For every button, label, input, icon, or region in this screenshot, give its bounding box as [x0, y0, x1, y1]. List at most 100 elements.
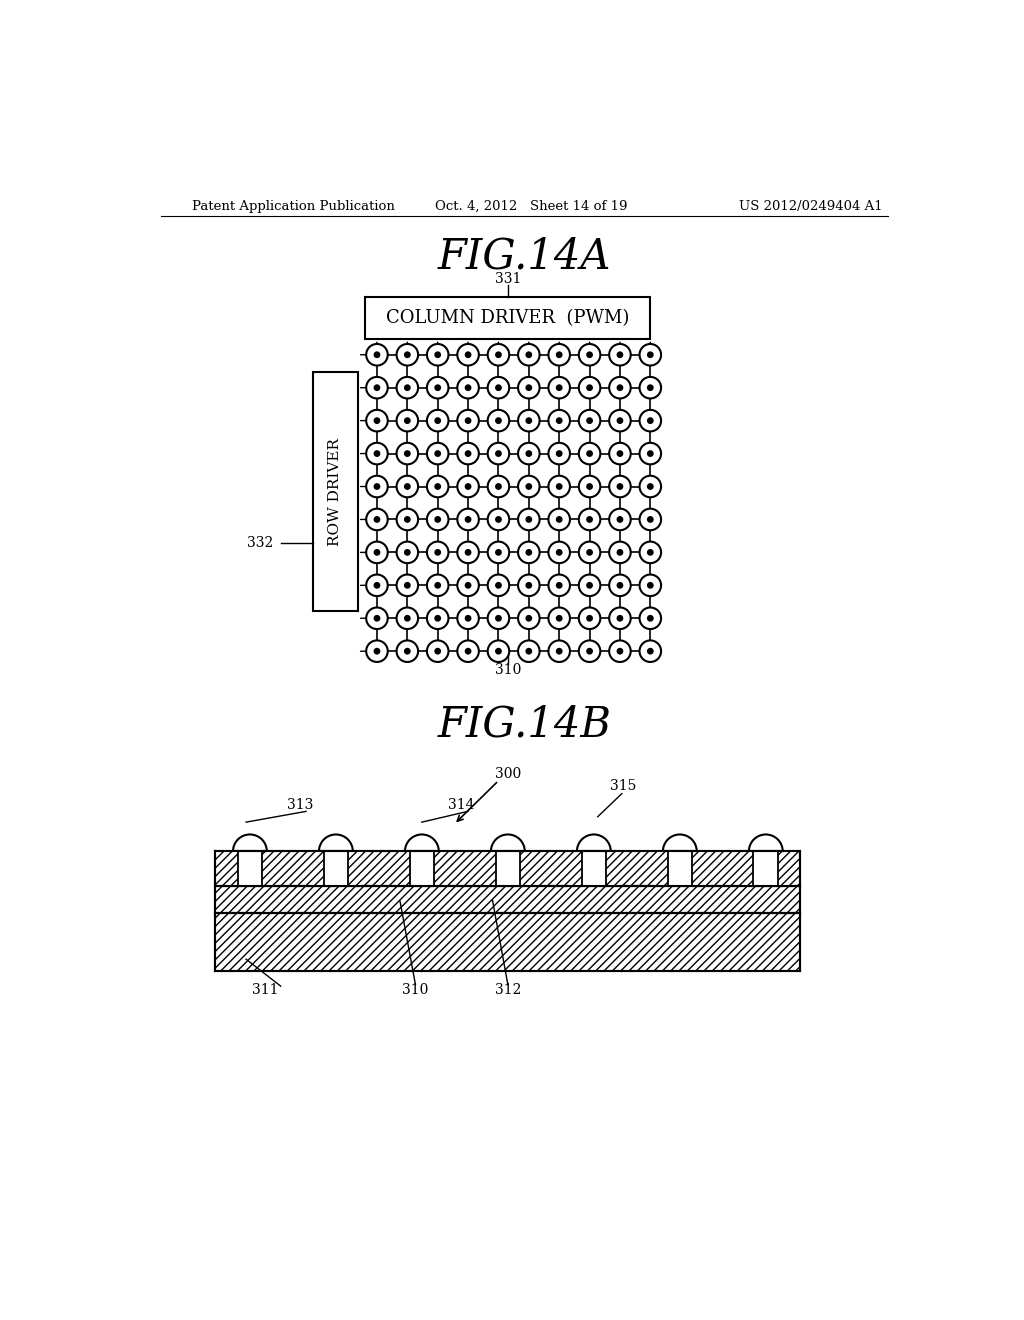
Circle shape — [640, 475, 662, 498]
Circle shape — [549, 345, 570, 366]
Circle shape — [640, 508, 662, 531]
Circle shape — [549, 640, 570, 663]
Circle shape — [487, 541, 509, 564]
Text: 313: 313 — [287, 799, 313, 812]
Circle shape — [647, 582, 653, 587]
Circle shape — [404, 418, 410, 424]
Circle shape — [496, 582, 501, 587]
Circle shape — [579, 541, 600, 564]
Circle shape — [647, 352, 653, 358]
Circle shape — [556, 385, 562, 391]
Circle shape — [579, 574, 600, 597]
Bar — [434, 851, 449, 886]
Circle shape — [549, 475, 570, 498]
Circle shape — [396, 508, 418, 531]
Circle shape — [435, 516, 440, 523]
Circle shape — [367, 409, 388, 432]
Circle shape — [427, 378, 449, 399]
Circle shape — [587, 615, 592, 620]
Circle shape — [427, 442, 449, 465]
Circle shape — [587, 418, 592, 424]
Circle shape — [556, 615, 562, 620]
Circle shape — [526, 385, 531, 391]
Circle shape — [496, 648, 501, 653]
Circle shape — [526, 484, 531, 490]
Bar — [567, 851, 582, 886]
Circle shape — [374, 352, 380, 358]
Circle shape — [367, 378, 388, 399]
Bar — [606, 851, 620, 886]
Bar — [215, 913, 801, 970]
Circle shape — [647, 615, 653, 620]
Circle shape — [404, 484, 410, 490]
Circle shape — [374, 418, 380, 424]
Circle shape — [617, 385, 623, 391]
Circle shape — [647, 516, 653, 523]
Circle shape — [518, 378, 540, 399]
Circle shape — [549, 607, 570, 630]
Circle shape — [465, 648, 471, 653]
Circle shape — [640, 541, 662, 564]
Circle shape — [556, 549, 562, 556]
Bar — [692, 851, 706, 886]
Circle shape — [465, 582, 471, 587]
Circle shape — [458, 409, 479, 432]
Circle shape — [374, 516, 380, 523]
Circle shape — [640, 607, 662, 630]
Circle shape — [465, 516, 471, 523]
Circle shape — [435, 615, 440, 620]
Circle shape — [579, 442, 600, 465]
Circle shape — [587, 385, 592, 391]
Circle shape — [609, 442, 631, 465]
Circle shape — [396, 541, 418, 564]
Bar — [653, 851, 668, 886]
Circle shape — [487, 574, 509, 597]
Circle shape — [496, 549, 501, 556]
Circle shape — [526, 615, 531, 620]
Circle shape — [427, 607, 449, 630]
Circle shape — [396, 378, 418, 399]
Circle shape — [487, 345, 509, 366]
Circle shape — [427, 409, 449, 432]
Bar — [313, 372, 357, 611]
Circle shape — [367, 475, 388, 498]
Circle shape — [427, 574, 449, 597]
Circle shape — [435, 648, 440, 653]
Circle shape — [367, 442, 388, 465]
Circle shape — [587, 451, 592, 457]
Circle shape — [549, 574, 570, 597]
Circle shape — [374, 451, 380, 457]
Circle shape — [465, 549, 471, 556]
Text: US 2012/0249404 A1: US 2012/0249404 A1 — [739, 199, 883, 213]
Circle shape — [396, 442, 418, 465]
Circle shape — [458, 475, 479, 498]
Circle shape — [396, 640, 418, 663]
Circle shape — [427, 508, 449, 531]
Circle shape — [640, 378, 662, 399]
Bar — [582, 851, 606, 886]
Circle shape — [518, 475, 540, 498]
Circle shape — [518, 409, 540, 432]
Circle shape — [367, 640, 388, 663]
Circle shape — [549, 541, 570, 564]
Circle shape — [556, 516, 562, 523]
Circle shape — [496, 615, 501, 620]
Circle shape — [374, 385, 380, 391]
Circle shape — [487, 640, 509, 663]
Circle shape — [396, 345, 418, 366]
Circle shape — [617, 451, 623, 457]
Text: 315: 315 — [610, 779, 637, 793]
Circle shape — [496, 451, 501, 457]
Circle shape — [647, 418, 653, 424]
Circle shape — [458, 508, 479, 531]
Circle shape — [458, 345, 479, 366]
Circle shape — [367, 541, 388, 564]
Circle shape — [458, 442, 479, 465]
Circle shape — [579, 607, 600, 630]
Circle shape — [556, 418, 562, 424]
Circle shape — [518, 607, 540, 630]
Circle shape — [465, 615, 471, 620]
Circle shape — [556, 648, 562, 653]
Circle shape — [435, 418, 440, 424]
Bar — [481, 851, 496, 886]
